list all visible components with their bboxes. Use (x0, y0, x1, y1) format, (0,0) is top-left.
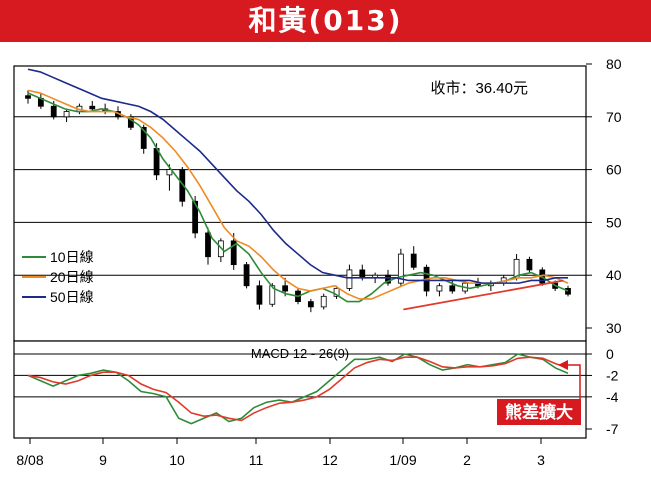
candle-body (320, 295, 327, 308)
candle-body (50, 105, 57, 118)
candle-body (359, 269, 366, 279)
price-y-tick-label: 70 (606, 109, 622, 125)
candle-body (205, 232, 211, 258)
x-tick-label: 8/08 (16, 452, 43, 468)
legend: 10日線 20日線 50日線 (22, 249, 94, 305)
macd-y-tick-label: -7 (606, 421, 619, 437)
macd-y-tick-label: 0 (606, 346, 614, 362)
macd-grid (14, 353, 592, 430)
x-tick-label: 10 (169, 452, 185, 468)
close-price-label: 收市：36.40元 (430, 80, 528, 97)
macd-line-Signal (27, 356, 569, 422)
chart-title: 和黃(013) (0, 0, 651, 42)
candle-body (333, 287, 340, 297)
price-macd-chart: 80 70 60 50 40 30 0 -2 -4 -7 8/08 9 10 11 12 1/09 2 3 收… (13, 56, 622, 468)
candle-body (140, 126, 147, 149)
ma-line-20日線 (27, 89, 569, 300)
moving-average-lines (27, 68, 569, 303)
price-grid (14, 63, 592, 329)
candle-body (63, 111, 70, 118)
candle-body (449, 285, 456, 292)
candle-body (192, 200, 199, 234)
price-y-tick-label: 80 (606, 56, 622, 72)
candle-body (230, 240, 237, 266)
candle-body (346, 269, 353, 289)
bear-gap-annotation: 熊差擴大 (497, 360, 581, 425)
x-tick-label: 2 (463, 452, 471, 468)
price-y-tick-label: 40 (606, 267, 622, 283)
macd-panel-frame (13, 340, 587, 439)
ma-line-50日線 (27, 68, 568, 284)
candle-body (89, 105, 96, 110)
chart-frame: 80 70 60 50 40 30 0 -2 -4 -7 8/08 9 10 11 12 1/09 2 3 收… (0, 42, 651, 482)
candle-body (436, 285, 443, 292)
candle-body (179, 169, 186, 202)
support-trendline (403, 279, 564, 311)
macd-y-tick-label: -4 (606, 389, 619, 405)
candle-body (565, 287, 571, 295)
candle-body (307, 301, 314, 308)
price-y-tick-label: 50 (606, 214, 622, 230)
annotation-text: 熊差擴大 (505, 402, 573, 422)
candle-body (243, 264, 250, 287)
annotation-arrowhead (558, 360, 568, 370)
x-tick-label: 11 (249, 452, 264, 468)
legend-label-20: 20日線 (50, 269, 94, 285)
macd-y-tick-labels: 0 -2 -4 -7 (606, 346, 619, 437)
price-y-tick-label: 30 (606, 320, 622, 336)
legend-label-50: 50日線 (50, 289, 94, 305)
candle-body (385, 274, 391, 284)
candle-body (166, 169, 173, 176)
x-tick-label: 9 (99, 452, 107, 468)
candle-body (282, 285, 289, 292)
macd-title: MACD 12 - 26(9) (251, 346, 349, 361)
price-y-tick-labels: 80 70 60 50 40 30 (606, 56, 622, 336)
candle-body (526, 258, 533, 271)
x-tick-label: 3 (537, 452, 545, 468)
x-tick-label: 12 (322, 452, 338, 468)
candle-body (397, 253, 404, 284)
candle-body (25, 95, 31, 99)
x-tick-labels: 8/08 9 10 11 12 1/09 2 3 (16, 438, 545, 468)
candle-body (256, 285, 263, 305)
macd-lines (27, 353, 569, 425)
macd-y-tick-label: -2 (606, 367, 619, 383)
legend-label-10: 10日線 (50, 249, 94, 265)
x-tick-label: 1/09 (389, 452, 416, 468)
annotation-box (497, 399, 581, 425)
price-y-tick-label: 60 (606, 162, 622, 178)
candle-body (410, 253, 417, 268)
